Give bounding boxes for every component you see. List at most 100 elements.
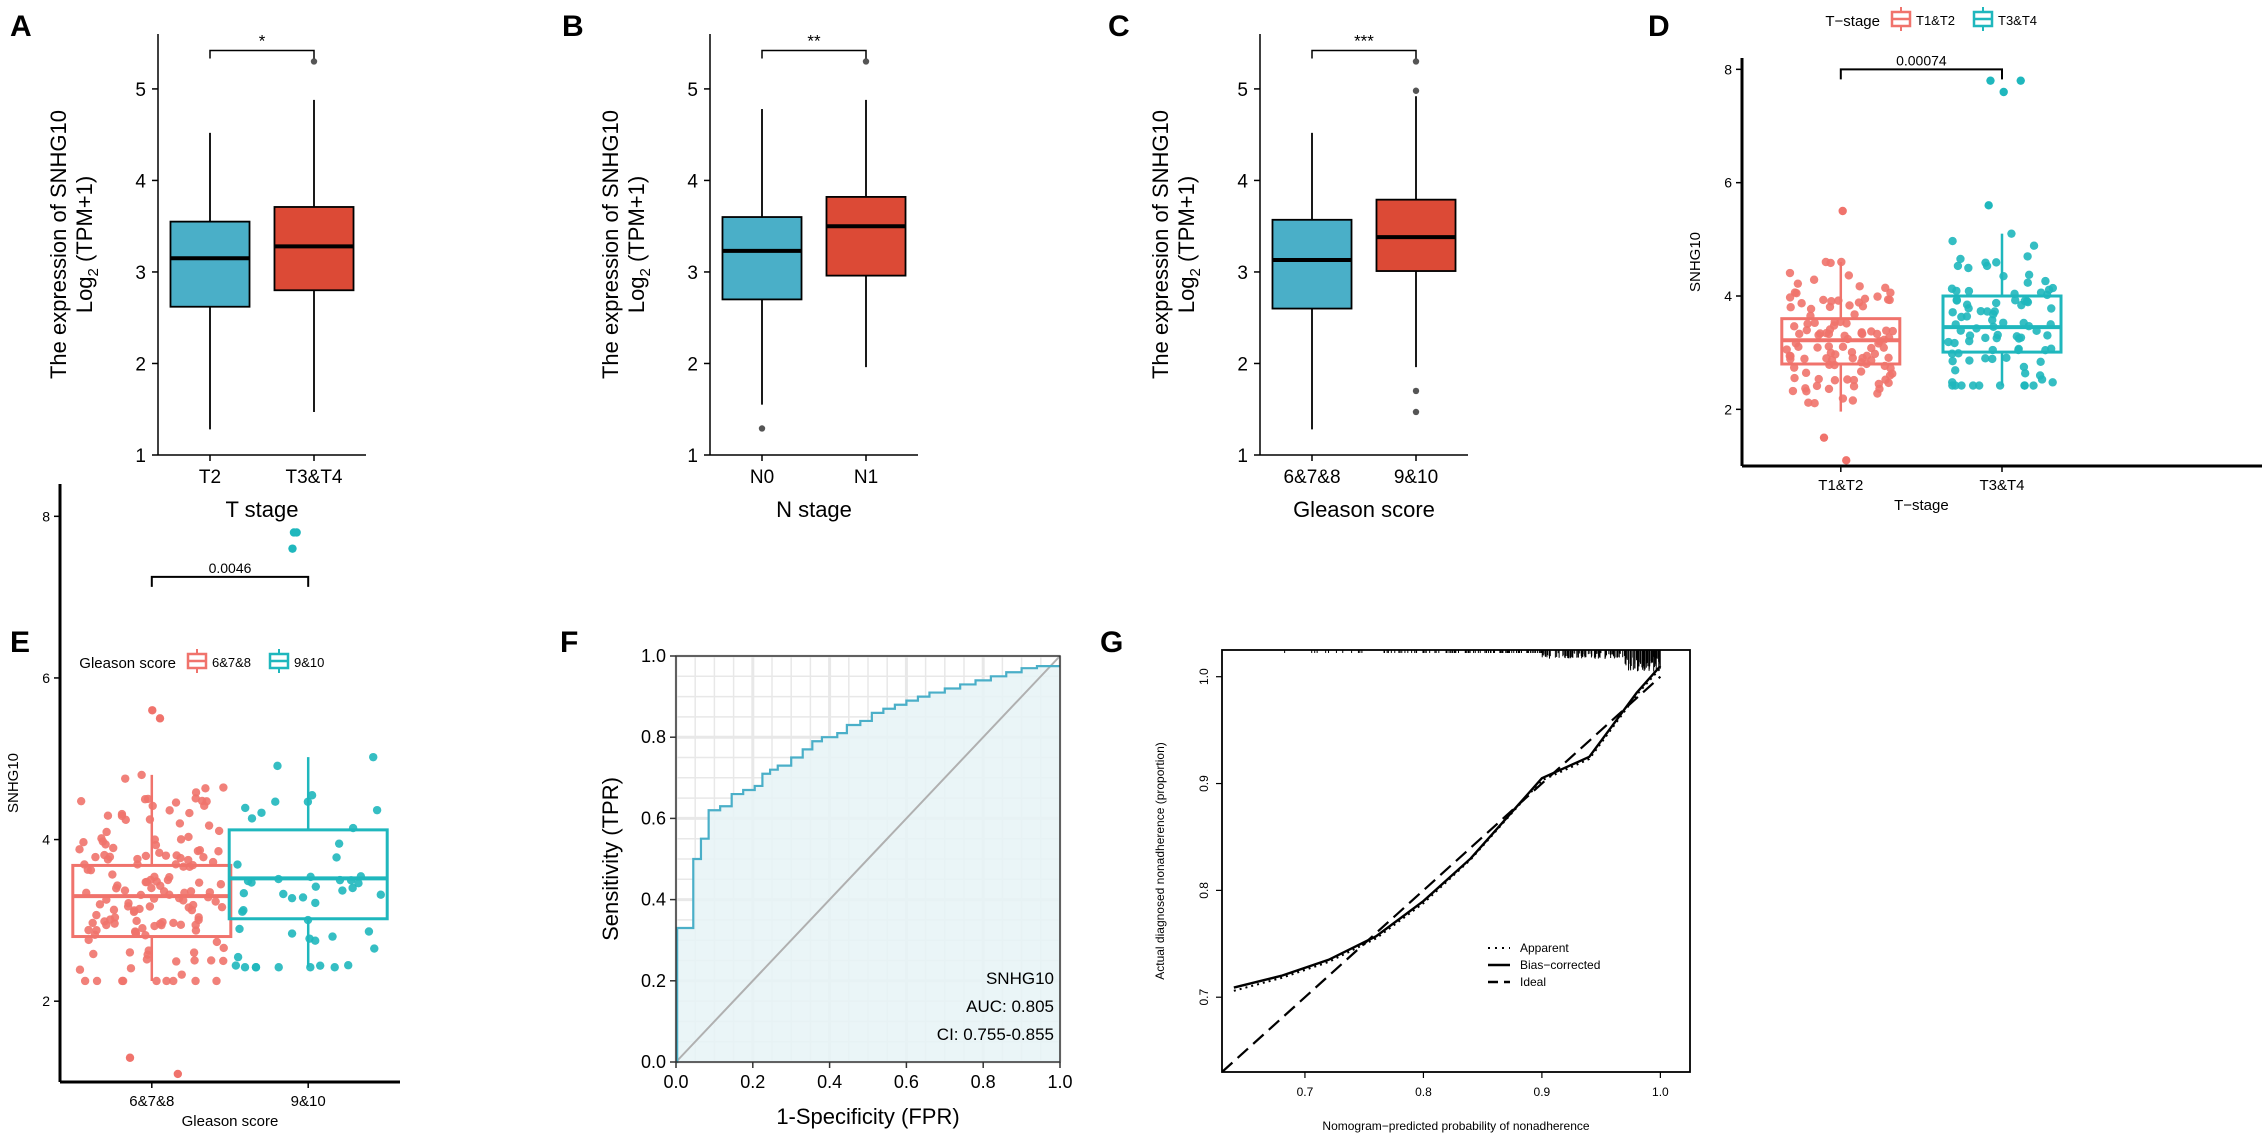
- y-axis-title: SNHG10: [1687, 232, 1704, 292]
- jitter-point: [216, 880, 226, 889]
- jitter-point: [1874, 379, 1884, 389]
- y-tick-label: 0.8: [641, 727, 666, 747]
- jitter-point: [138, 924, 147, 933]
- jitter-point: [176, 920, 186, 930]
- jitter-point: [189, 948, 199, 957]
- jitter-point: [1845, 301, 1854, 310]
- jitter-point: [184, 832, 193, 842]
- jitter-point: [1972, 324, 1981, 333]
- jitter-point: [1956, 326, 1965, 335]
- significance-bracket: [150, 575, 310, 587]
- jitter-point: [186, 887, 196, 896]
- jitter-point: [1884, 353, 1893, 362]
- jitter-point: [1834, 296, 1843, 305]
- jitter-point: [288, 544, 297, 553]
- panel-a: A 1 2 3 4 5 T2 T3&T4 * T stage The expression of …: [10, 10, 366, 522]
- jitter-point: [2010, 289, 2019, 299]
- jitter-point: [2024, 270, 2034, 280]
- jitter-point: [2014, 344, 2023, 354]
- jitter-point: [172, 957, 181, 966]
- jitter-point: [219, 783, 228, 792]
- jitter-point: [1804, 398, 1813, 407]
- jitter-point: [1984, 201, 1993, 210]
- jitter-point: [2036, 288, 2046, 297]
- significance-label: ***: [1354, 31, 1374, 50]
- jitter-point: [136, 890, 146, 900]
- y-axis-title-tpm: (TPM+1): [72, 176, 97, 268]
- jitter-point: [163, 875, 173, 885]
- jitter-point: [2041, 276, 2050, 286]
- y-tick-label: 0.4: [641, 890, 666, 910]
- outlier-point: [1412, 87, 1420, 94]
- jitter-point: [1965, 336, 1974, 346]
- jitter-point: [1976, 306, 1986, 316]
- jitter-point: [372, 805, 382, 815]
- x-tick-label: 6&7&8: [1283, 467, 1340, 488]
- x-tick-label: 0.4: [817, 1072, 842, 1092]
- box-t2: [169, 220, 251, 308]
- x-axis-title: T−stage: [1894, 497, 1949, 514]
- jitter-point: [1885, 371, 1895, 380]
- y-axis-title-line1: The expression of SNHG10: [1148, 110, 1173, 379]
- outlier-point: [758, 425, 766, 432]
- jitter-point: [148, 706, 157, 715]
- jitter-point: [212, 937, 222, 947]
- jitter-point: [2047, 304, 2056, 313]
- jitter-point: [332, 853, 341, 862]
- y-tick-label: 4: [135, 171, 146, 192]
- jitter-point: [169, 976, 178, 986]
- jitter-point: [84, 935, 93, 945]
- panel-g-label: G: [1100, 626, 1123, 659]
- y-tick-label: 3: [687, 263, 698, 284]
- jitter-point: [188, 860, 198, 870]
- panel-e: E 2 4 6 8 6&7&8 9&10 0.0046 Gleason score SNHG10…: [5, 484, 400, 1130]
- jitter-point: [1873, 292, 1882, 301]
- y-axis-title-line2: Log2 (TPM+1): [1174, 176, 1204, 313]
- y-tick-label: 1: [1237, 446, 1248, 467]
- jitter-point: [2046, 320, 2055, 329]
- jitter-point: [2029, 381, 2038, 390]
- jitter-point: [2019, 318, 2028, 328]
- jitter-point: [1795, 329, 1804, 339]
- jitter-point: [155, 848, 164, 858]
- significance-bracket: [1311, 49, 1417, 59]
- panel-g-plot: 0.7 0.8 0.9 1.0 0.7 0.8 0.9 1.0 Nomogram−predict…: [1153, 649, 1691, 1133]
- jitter-point: [1951, 366, 1960, 375]
- significance-bracket: [761, 49, 867, 59]
- jitter-point: [142, 955, 152, 964]
- jitter-point: [1790, 322, 1799, 331]
- jitter-point: [1800, 354, 1809, 363]
- jitter-point: [356, 872, 366, 881]
- jitter-point: [1873, 389, 1882, 398]
- box-outline: [1941, 294, 2063, 354]
- jitter-point: [1954, 349, 1963, 358]
- y-axis-title-log: Log: [1174, 276, 1199, 313]
- jitter-point: [1786, 351, 1795, 361]
- jitter-point: [162, 976, 171, 986]
- jitter-point: [335, 875, 345, 885]
- jitter-point: [1838, 394, 1848, 403]
- y-axis-title: Sensitivity (TPR): [598, 777, 623, 941]
- jitter-point: [1881, 283, 1890, 293]
- jitter-point: [1826, 258, 1835, 268]
- jitter-point: [2019, 362, 2029, 372]
- significance-bracket: [209, 49, 315, 59]
- jitter-point: [1952, 295, 1961, 305]
- jitter-point: [203, 893, 213, 902]
- y-tick-label: 8: [1724, 61, 1732, 77]
- jitter-point: [75, 845, 84, 854]
- x-tick-label: 0.8: [971, 1072, 996, 1092]
- jitter-point: [155, 919, 165, 929]
- panel-d-label: D: [1648, 10, 1670, 43]
- jitter-point: [125, 1053, 135, 1062]
- jitter-point: [84, 925, 93, 935]
- jitter-point: [1867, 327, 1876, 336]
- jitter-point: [303, 797, 313, 806]
- jitter-point: [1790, 373, 1799, 383]
- jitter-point: [1957, 312, 1966, 322]
- jitter-point: [233, 860, 242, 869]
- jitter-point: [1806, 311, 1815, 321]
- jitter-point: [102, 895, 111, 904]
- y-tick-label: 5: [1237, 80, 1248, 101]
